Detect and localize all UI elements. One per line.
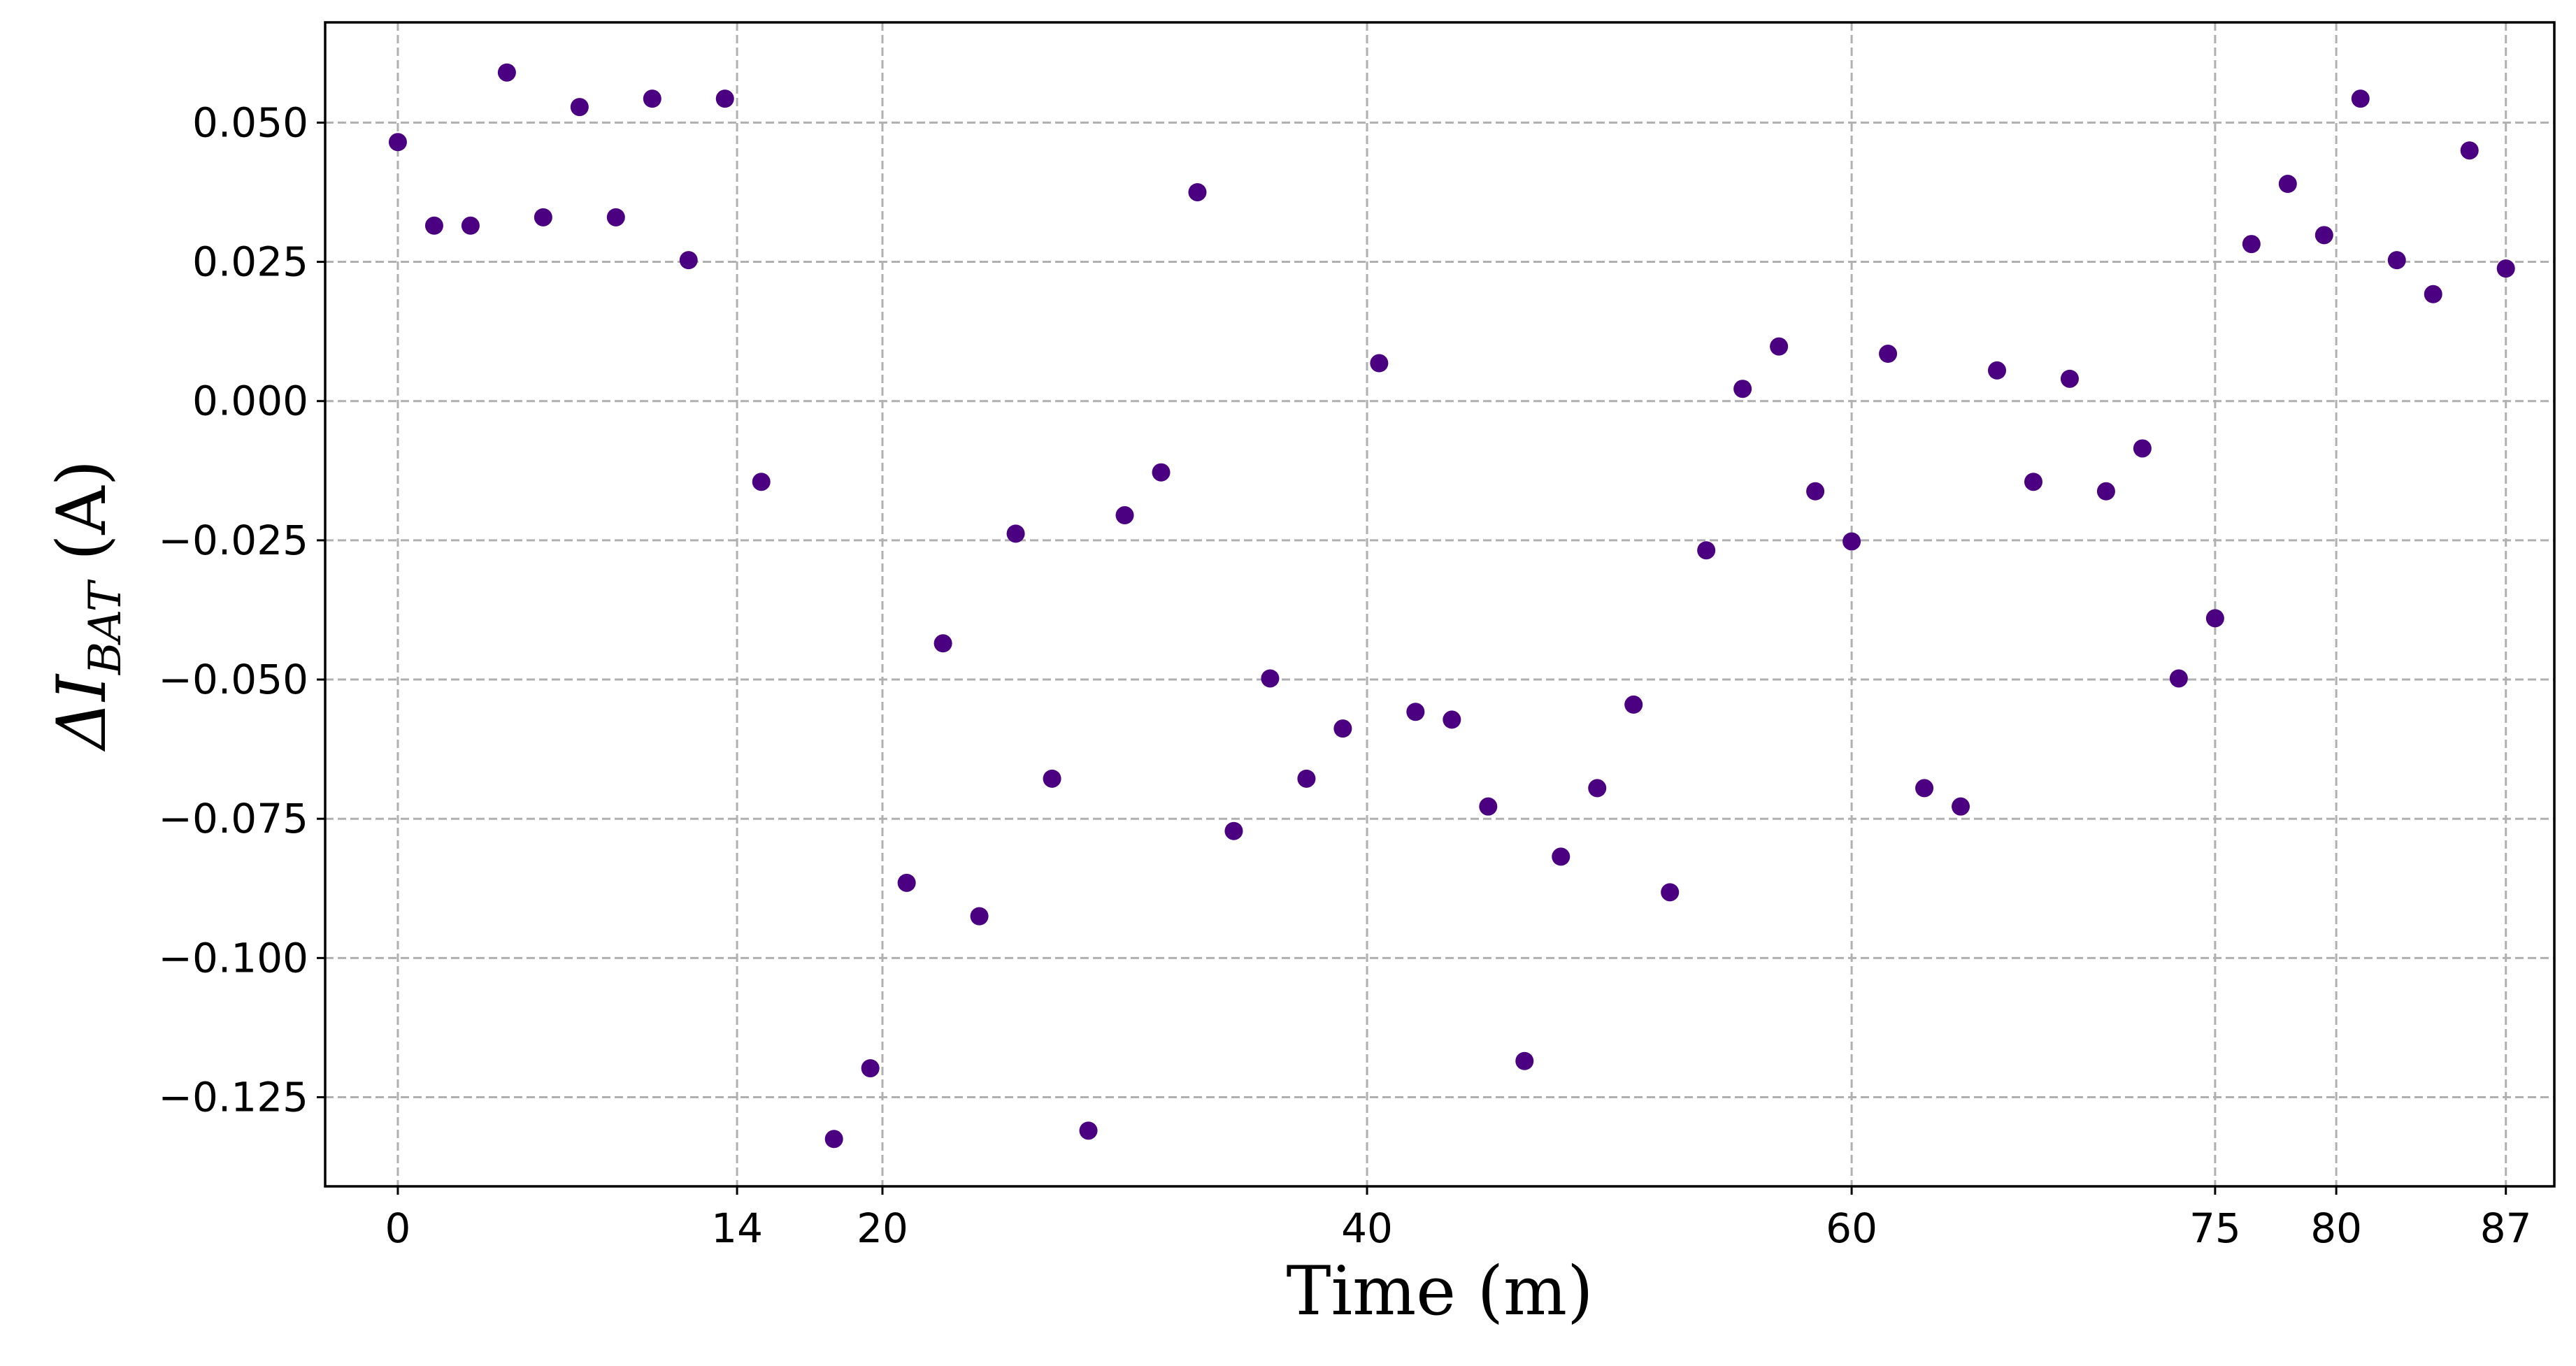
data-point: [715, 89, 734, 108]
data-point: [1952, 797, 1970, 816]
x-tick-label: 60: [1826, 1205, 1877, 1252]
y-axis-label-subscript: BAT: [80, 579, 131, 675]
data-point: [2096, 482, 2115, 501]
data-point: [2242, 235, 2261, 254]
data-point: [1370, 354, 1389, 373]
y-axis-ticks: 0.050 0.025 0.000 −0.025 −0.050 −0.075 −0.100 −…: [158, 99, 325, 1121]
y-tick-label: −0.125: [158, 1074, 308, 1121]
data-point: [534, 208, 552, 227]
data-point: [461, 216, 480, 235]
y-tick-label: −0.075: [158, 795, 308, 842]
data-point: [1770, 337, 1789, 356]
x-tick-label: 14: [711, 1205, 763, 1252]
data-point: [1733, 380, 1752, 398]
data-points: [388, 63, 2515, 1149]
data-point: [1624, 695, 1643, 714]
y-tick-label: −0.100: [158, 934, 308, 982]
data-point: [1006, 524, 1025, 543]
data-point: [1079, 1121, 1098, 1140]
data-point: [1152, 463, 1171, 482]
data-point: [2424, 285, 2442, 303]
data-point: [1406, 703, 1425, 721]
y-tick-label: −0.025: [158, 517, 308, 564]
data-point: [861, 1059, 880, 1078]
y-axis-label-unit: (A): [43, 460, 121, 582]
data-point: [570, 98, 589, 117]
data-point: [1479, 797, 1498, 816]
data-point: [1915, 779, 1934, 798]
data-point: [2496, 259, 2515, 278]
data-point: [824, 1130, 843, 1149]
data-point: [643, 89, 661, 108]
data-point: [1697, 541, 1716, 560]
data-point: [1588, 779, 1607, 798]
data-point: [679, 251, 698, 270]
data-point: [2205, 609, 2224, 628]
y-tick-label: 0.025: [192, 238, 308, 286]
data-point: [1224, 821, 1243, 840]
x-axis-label: Time (m): [1286, 1252, 1593, 1330]
x-tick-label: 80: [2310, 1205, 2362, 1252]
data-point: [1515, 1051, 1534, 1070]
data-point: [1988, 361, 2006, 380]
x-tick-label: 87: [2480, 1205, 2532, 1252]
data-point: [1188, 182, 1207, 201]
data-point: [424, 216, 443, 235]
data-point: [1297, 769, 1316, 788]
data-point: [897, 873, 916, 892]
data-point: [752, 473, 771, 491]
data-point: [2278, 175, 2297, 194]
data-point: [2024, 473, 2042, 491]
y-tick-label: −0.050: [158, 656, 308, 703]
data-point: [1333, 719, 1352, 738]
data-point: [2387, 251, 2406, 270]
x-tick-label: 40: [1341, 1205, 1393, 1252]
data-point: [1879, 345, 1898, 364]
data-point: [1842, 532, 1861, 551]
x-tick-label: 0: [385, 1205, 411, 1252]
data-point: [1806, 482, 1825, 501]
data-point: [388, 133, 407, 152]
x-tick-label: 20: [857, 1205, 908, 1252]
data-point: [1115, 506, 1134, 525]
data-point: [1443, 710, 1461, 729]
data-point: [2169, 669, 2188, 688]
y-tick-label: 0.050: [192, 99, 308, 146]
data-point: [2351, 89, 2370, 108]
data-point: [2460, 141, 2479, 160]
data-point: [1661, 883, 1680, 902]
y-axis-label: ΔIBAT (A): [43, 460, 131, 752]
data-point: [2314, 226, 2333, 245]
x-tick-label: 75: [2189, 1205, 2241, 1252]
data-point: [2060, 369, 2079, 388]
data-point: [933, 634, 952, 653]
y-axis-label-main: ΔI: [43, 673, 121, 752]
data-point: [2133, 439, 2152, 458]
plot-frame: [324, 21, 2556, 1188]
data-point: [970, 907, 989, 926]
y-tick-label: 0.000: [192, 378, 308, 425]
data-point: [1552, 847, 1570, 866]
x-axis-ticks: 0 14 20 40 60 75 80 87: [385, 1186, 2532, 1252]
data-point: [1043, 769, 1061, 788]
data-point: [606, 208, 625, 227]
data-point: [1261, 669, 1280, 688]
data-point: [497, 63, 516, 82]
grid-lines: [325, 22, 2554, 1186]
